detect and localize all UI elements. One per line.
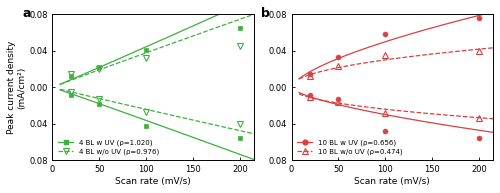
X-axis label: Scan rate (mV/s): Scan rate (mV/s) (116, 177, 191, 186)
X-axis label: Scan rate (mV/s): Scan rate (mV/s) (354, 177, 430, 186)
Y-axis label: Peak current density
(mA/cm²): Peak current density (mA/cm²) (7, 41, 26, 134)
Text: b: b (262, 7, 270, 20)
Legend: 10 BL w UV (ρ=0.656), 10 BL w/o UV (ρ=0.474): 10 BL w UV (ρ=0.656), 10 BL w/o UV (ρ=0.… (295, 137, 405, 157)
Legend: 4 BL w UV (ρ=1.020), 4 BL w/o UV (ρ=0.976): 4 BL w UV (ρ=1.020), 4 BL w/o UV (ρ=0.97… (56, 137, 161, 157)
Text: a: a (22, 7, 31, 20)
